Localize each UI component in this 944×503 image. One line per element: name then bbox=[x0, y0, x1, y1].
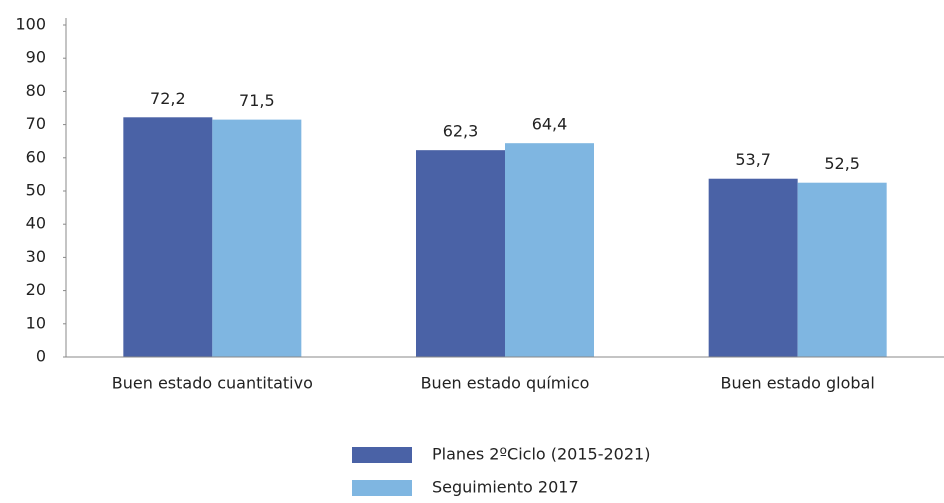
bar bbox=[212, 119, 302, 358]
bar bbox=[416, 150, 505, 357]
y-tick-label: 40 bbox=[26, 214, 46, 233]
bar bbox=[123, 117, 213, 358]
value-label: 64,4 bbox=[532, 115, 568, 134]
legend-label: Seguimiento 2017 bbox=[432, 478, 579, 497]
x-tick-label: Buen estado cuantitativo bbox=[112, 374, 313, 393]
y-tick-label: 50 bbox=[26, 181, 46, 200]
bar bbox=[797, 182, 887, 357]
x-tick-label: Buen estado global bbox=[721, 374, 875, 393]
legend-swatch bbox=[352, 480, 412, 496]
y-tick-label: 70 bbox=[26, 114, 46, 133]
bar bbox=[708, 178, 798, 357]
y-tick-label: 30 bbox=[26, 247, 46, 266]
y-tick-label: 20 bbox=[26, 280, 46, 299]
bar bbox=[505, 143, 594, 357]
x-tick-label: Buen estado químico bbox=[421, 374, 590, 393]
value-label: 52,5 bbox=[824, 154, 860, 173]
y-tick-label: 60 bbox=[26, 147, 46, 166]
legend-swatch bbox=[352, 447, 412, 463]
value-label: 72,2 bbox=[150, 89, 186, 108]
y-tick-label: 0 bbox=[36, 347, 46, 366]
value-label: 62,3 bbox=[443, 122, 479, 141]
value-label: 71,5 bbox=[239, 91, 275, 110]
y-tick-label: 100 bbox=[15, 15, 46, 34]
value-label: 53,7 bbox=[735, 150, 771, 169]
y-tick-label: 10 bbox=[26, 313, 46, 332]
y-tick-label: 90 bbox=[26, 48, 46, 67]
y-tick-label: 80 bbox=[26, 81, 46, 100]
legend-label: Planes 2ºCiclo (2015-2021) bbox=[432, 445, 650, 464]
